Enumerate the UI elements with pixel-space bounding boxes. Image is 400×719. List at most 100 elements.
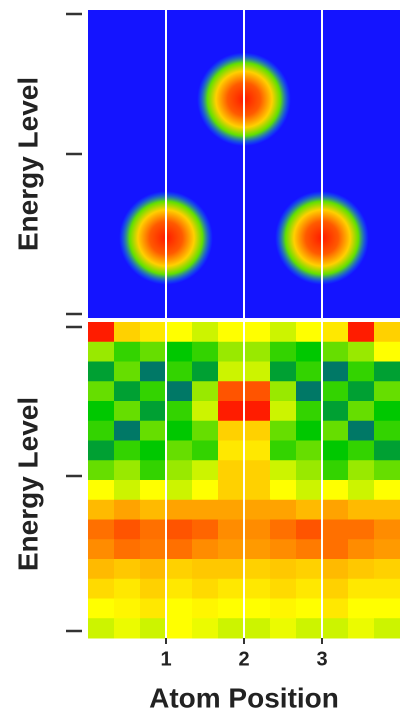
- heatmap-cell: [348, 342, 375, 362]
- heatmap-cell: [270, 460, 297, 480]
- heatmap-cell: [296, 599, 323, 619]
- heatmap-cell: [296, 460, 323, 480]
- heatmap-cell: [270, 342, 297, 362]
- heatmap-cell: [218, 500, 245, 520]
- heatmap-cell: [192, 342, 219, 362]
- heatmap-cell: [322, 539, 349, 559]
- heatmap-cell: [322, 322, 349, 342]
- x-tick-label: 1: [160, 648, 171, 670]
- heatmap-cell: [88, 480, 115, 500]
- heatmap-cell: [322, 342, 349, 362]
- heatmap-cell: [244, 480, 271, 500]
- heatmap-cell: [140, 618, 167, 638]
- heatmap-cell: [348, 618, 375, 638]
- heatmap-cell: [296, 381, 323, 401]
- heatmap-cell: [88, 460, 115, 480]
- heatmap-cell: [374, 441, 400, 461]
- heatmap-cell: [166, 381, 193, 401]
- heatmap-cell: [374, 500, 400, 520]
- heatmap-cell: [348, 401, 375, 421]
- heatmap-cell: [166, 599, 193, 619]
- heatmap-cell: [244, 559, 271, 579]
- heatmap-cell: [88, 342, 115, 362]
- heatmap-cell: [88, 401, 115, 421]
- heatmap-cell: [244, 618, 271, 638]
- heatmap-cell: [166, 618, 193, 638]
- heatmap-cell: [166, 500, 193, 520]
- heatmap-cell: [270, 618, 297, 638]
- heatmap-cell: [218, 559, 245, 579]
- heatmap-cell: [218, 618, 245, 638]
- heatmap-cell: [114, 460, 141, 480]
- heatmap-cell: [270, 520, 297, 540]
- heatmap-cell: [270, 579, 297, 599]
- heatmap-cell: [166, 559, 193, 579]
- heatmap-cell: [218, 322, 245, 342]
- x-tick-label: 3: [316, 648, 327, 670]
- heatmap-cell: [244, 460, 271, 480]
- y-axis-label: Energy Level: [12, 77, 43, 251]
- heatmap-cell: [114, 441, 141, 461]
- heatmap-cell: [88, 579, 115, 599]
- heatmap-cell: [114, 480, 141, 500]
- x-tick-label: 2: [238, 648, 249, 670]
- heatmap-cell: [322, 381, 349, 401]
- heatmap-cell: [348, 381, 375, 401]
- heatmap-cell: [140, 401, 167, 421]
- heatmap-cell: [374, 520, 400, 540]
- heatmap-cell: [192, 500, 219, 520]
- heatmap-cell: [322, 460, 349, 480]
- heatmap-cell: [192, 421, 219, 441]
- heatmap-cell: [166, 421, 193, 441]
- heatmap-cell: [114, 381, 141, 401]
- heatmap-cell: [296, 579, 323, 599]
- heatmap-cell: [296, 441, 323, 461]
- heatmap-cell: [270, 480, 297, 500]
- heatmap-cell: [322, 480, 349, 500]
- heatmap-cell: [192, 381, 219, 401]
- heatmap-cell: [296, 401, 323, 421]
- heatmap-cell: [114, 401, 141, 421]
- heatmap-cell: [218, 460, 245, 480]
- heatmap-cell: [322, 401, 349, 421]
- heatmap-cell: [296, 342, 323, 362]
- heatmap-cell: [348, 362, 375, 382]
- heatmap-cell: [114, 322, 141, 342]
- heatmap-cell: [322, 500, 349, 520]
- heatmap-cell: [374, 322, 400, 342]
- heatmap-cell: [270, 539, 297, 559]
- heatmap-cell: [244, 500, 271, 520]
- heatmap-cell: [88, 559, 115, 579]
- heatmap-cell: [192, 322, 219, 342]
- heatmap-cell: [218, 539, 245, 559]
- heatmap-cell: [348, 520, 375, 540]
- heatmap-cell: [140, 500, 167, 520]
- heatmap-cell: [140, 559, 167, 579]
- heatmap-cell: [348, 599, 375, 619]
- heatmap-cell: [374, 362, 400, 382]
- heatmap-cell: [374, 618, 400, 638]
- heatmap-cell: [140, 579, 167, 599]
- heatmap-cell: [374, 579, 400, 599]
- heatmap-cell: [322, 579, 349, 599]
- heatmap-cell: [348, 500, 375, 520]
- heatmap-cell: [270, 500, 297, 520]
- heatmap-cell: [166, 460, 193, 480]
- heatmap-cell: [88, 441, 115, 461]
- heatmap-cell: [114, 579, 141, 599]
- heatmap-cell: [114, 342, 141, 362]
- heatmap-cell: [218, 401, 245, 421]
- heatmap-cell: [166, 520, 193, 540]
- heatmap-cell: [296, 362, 323, 382]
- heatmap-cell: [244, 342, 271, 362]
- heatmap-cell: [114, 599, 141, 619]
- heatmap-cell: [114, 362, 141, 382]
- heatmap-cell: [88, 539, 115, 559]
- heatmap-cell: [322, 618, 349, 638]
- heatmap-cell: [296, 618, 323, 638]
- heatmap-cell: [322, 599, 349, 619]
- heatmap-cell: [88, 500, 115, 520]
- heatmap-cell: [322, 520, 349, 540]
- heatmap-cell: [192, 539, 219, 559]
- heatmap-cell: [166, 401, 193, 421]
